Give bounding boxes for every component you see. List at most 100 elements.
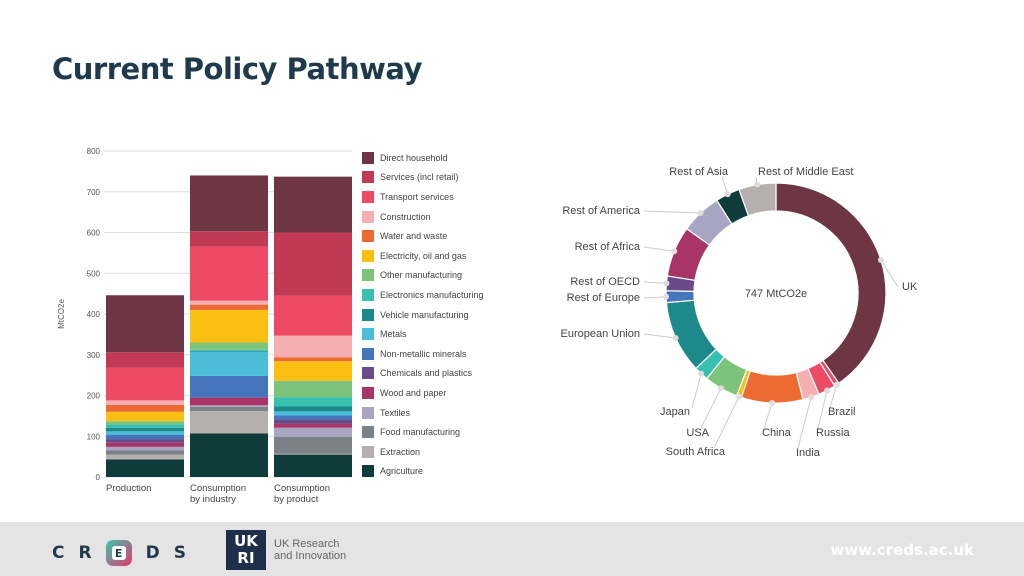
bar-segment — [274, 415, 352, 420]
creds-letter: E — [111, 546, 126, 560]
footer-url[interactable]: www.creds.ac.uk — [830, 541, 974, 559]
bar-segment — [190, 397, 268, 406]
bar-segment — [274, 232, 352, 296]
legend-item: Non-metallic minerals — [362, 344, 522, 364]
bar-segment — [190, 405, 268, 407]
y-tick-label: 300 — [87, 351, 101, 360]
bar-segment — [106, 454, 184, 460]
leader-line — [828, 384, 838, 412]
leader-dot — [672, 334, 679, 341]
bar-segment — [190, 309, 268, 343]
y-tick-label: 100 — [87, 432, 101, 441]
legend-item: Vehicle manufacturing — [362, 305, 522, 325]
leader-line — [643, 210, 701, 214]
legend-item: Transport services — [362, 187, 522, 207]
leader-line — [643, 281, 667, 284]
bar-segment — [190, 175, 268, 232]
ukri-logo[interactable]: UK RI UK Research and Innovation — [226, 530, 346, 570]
y-tick-label: 600 — [87, 229, 101, 238]
creds-letter: S — [173, 543, 186, 563]
bar-segment — [190, 350, 268, 352]
ukri-name: UK Research and Innovation — [274, 538, 346, 562]
bar-segment — [106, 439, 184, 443]
legend-label: Metals — [380, 329, 407, 340]
slice-label: UK — [902, 281, 918, 293]
x-tick-label: Production — [106, 483, 151, 494]
slice-label: Rest of Europe — [567, 292, 640, 304]
donut-slice — [775, 182, 887, 385]
bar-segment — [190, 304, 268, 310]
leader-line — [643, 333, 676, 339]
slice-label: Rest of Africa — [575, 241, 641, 253]
legend-item: Electricity, oil and gas — [362, 246, 522, 266]
y-tick-label: 500 — [87, 269, 101, 278]
legend-label: Food manufacturing — [380, 427, 461, 438]
leader-dot — [718, 385, 725, 392]
y-tick-label: 0 — [96, 473, 101, 482]
legend-swatch — [362, 445, 374, 458]
slice-label: Russia — [816, 427, 851, 439]
legend-item: Chemicals and plastics — [362, 364, 522, 384]
bar-segment — [106, 424, 184, 428]
bar-segment — [274, 419, 352, 424]
y-tick-label: 200 — [87, 392, 101, 401]
legend-swatch — [362, 171, 374, 184]
bar-segment — [274, 361, 352, 381]
bar-segment — [106, 434, 184, 440]
bar-segment — [274, 423, 352, 428]
bar-segment — [106, 442, 184, 447]
slice-label: Rest of America — [562, 205, 641, 217]
ukri-mark-icon: UK RI — [226, 530, 266, 570]
creds-letter: R — [78, 543, 92, 563]
slice-label: Brazil — [828, 406, 856, 418]
bar-segment — [106, 421, 184, 425]
leader-line — [643, 296, 667, 299]
legend-swatch — [362, 328, 374, 341]
legend-swatch — [362, 288, 374, 301]
legend-swatch — [362, 406, 374, 419]
leader-dot — [754, 181, 761, 188]
leader-dot — [698, 370, 705, 377]
leader-dot — [697, 210, 704, 217]
bar-segment — [190, 342, 268, 350]
leader-dot — [724, 191, 731, 198]
legend-label: Transport services — [380, 191, 454, 202]
leader-dot — [769, 399, 776, 406]
legend-label: Non-metallic minerals — [380, 348, 467, 359]
bar-segment — [190, 433, 268, 477]
ukri-name-line: UK Research — [274, 538, 340, 550]
donut-slice — [665, 290, 695, 304]
leader-dot — [824, 387, 831, 394]
slice-label: China — [762, 427, 792, 439]
slice-label: European Union — [560, 328, 640, 340]
legend-item: Agriculture — [362, 462, 522, 482]
legend-swatch — [362, 465, 374, 478]
legend-label: Extraction — [380, 446, 421, 457]
donut-slice — [740, 370, 804, 404]
legend-swatch — [362, 210, 374, 223]
bar-segment — [190, 349, 268, 351]
legend-label: Electronics manufacturing — [380, 289, 484, 300]
slice-label: Rest of OECD — [570, 276, 640, 288]
leader-line — [643, 246, 675, 252]
y-tick-label: 700 — [87, 188, 101, 197]
creds-logo[interactable]: C R E D S — [52, 540, 200, 566]
leader-line — [816, 390, 828, 434]
legend-label: Wood and paper — [380, 387, 447, 398]
bar-segment — [190, 300, 268, 305]
x-tick-label: Consumption — [190, 483, 246, 494]
ukri-name-line: and Innovation — [274, 550, 347, 562]
bar-segment — [190, 375, 268, 398]
legend-label: Other manufacturing — [380, 270, 463, 281]
stacked-bar-chart: 0 100 200 300 400 500 600 700 800 MtCO2e Productio… — [57, 147, 352, 505]
legend-swatch — [362, 367, 374, 380]
bar-segment — [106, 404, 184, 412]
leader-line — [691, 373, 702, 409]
leader-line — [762, 402, 773, 433]
bar-segment — [190, 397, 268, 398]
ukri-mark-line: UK — [234, 532, 258, 550]
y-axis-label: MtCO2e — [57, 299, 66, 329]
leader-dot — [808, 394, 815, 401]
legend-item: Food manufacturing — [362, 422, 522, 442]
legend-item: Wood and paper — [362, 383, 522, 403]
